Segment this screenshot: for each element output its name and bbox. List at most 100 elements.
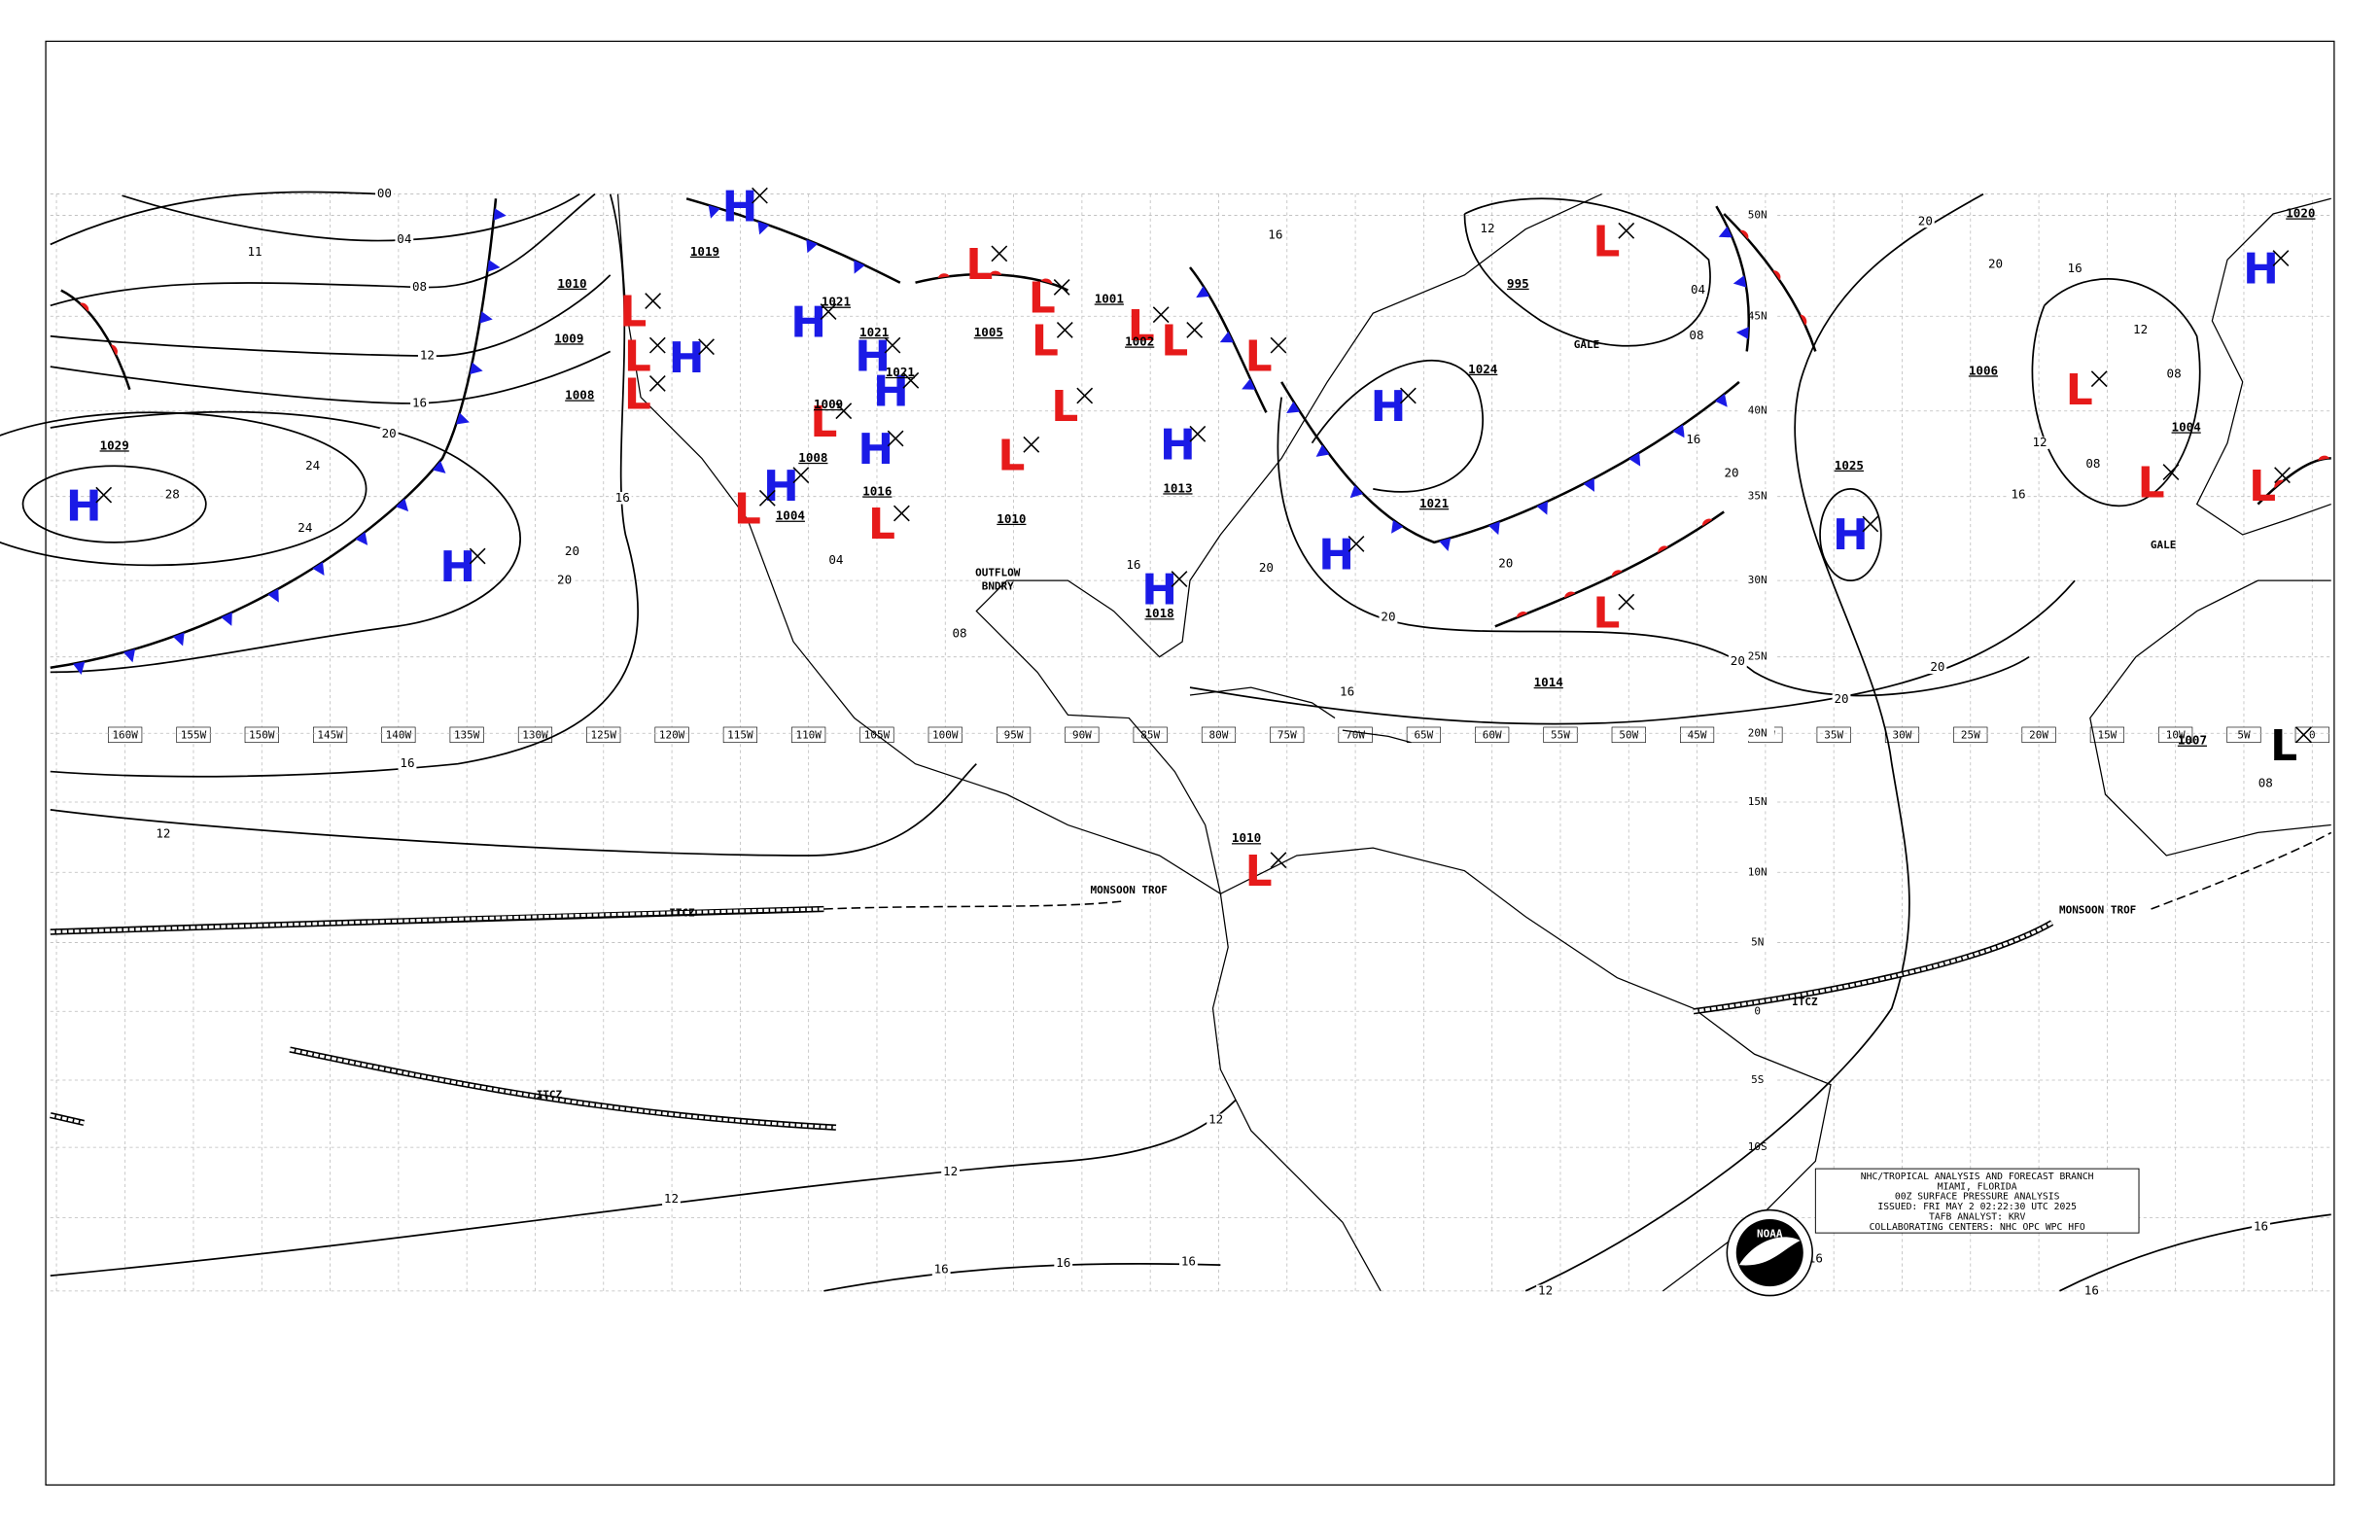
isobar-label: 12 xyxy=(2032,435,2047,449)
center-mark xyxy=(1399,387,1417,404)
pressure-center-letter: L xyxy=(619,288,647,337)
longitude-label: 35W xyxy=(1824,729,1843,742)
annotation: MONSOON TROF xyxy=(1091,884,1168,896)
cold-front-pip xyxy=(396,498,409,512)
isobar-label-gap xyxy=(1536,1284,1556,1298)
latitude-label: 40N xyxy=(1748,404,1768,417)
isobar-label-gap xyxy=(1338,685,1357,699)
isobar-label-gap xyxy=(1915,215,1935,228)
warm-front-pip xyxy=(1800,314,1807,326)
center-mark xyxy=(1270,336,1287,354)
cold-front-pip xyxy=(479,311,493,324)
pressure-center-letter: L xyxy=(1032,317,1059,367)
warm-front-pip xyxy=(110,344,118,356)
longitude-label: 120W xyxy=(659,729,685,742)
center-mark xyxy=(648,336,666,354)
cold-front xyxy=(50,198,498,669)
central-pressure: 1004 xyxy=(776,508,805,523)
isobar-label: 16 xyxy=(1056,1255,1070,1270)
latitude-label: 25N xyxy=(1748,650,1768,663)
warm-front-pip xyxy=(1772,270,1781,281)
isobar xyxy=(50,193,639,778)
lon-label-box xyxy=(1680,726,1715,744)
pressure-center-letter: H xyxy=(669,333,705,383)
cold-front-pip xyxy=(1732,275,1747,288)
itcz-inner xyxy=(289,1048,837,1130)
central-pressure: 1014 xyxy=(1534,675,1563,689)
longitude-label: 25W xyxy=(1961,729,1980,742)
isobar-label: 00 xyxy=(377,186,392,200)
isobar-label: 08 xyxy=(2085,456,2100,471)
info-line: TAFB ANALYST: KRV xyxy=(1929,1211,2026,1222)
lon-label-box xyxy=(722,726,757,744)
cold-front-pip xyxy=(432,460,446,473)
annotation: BNDRY xyxy=(982,579,1014,592)
central-pressure: 1029 xyxy=(100,438,129,452)
pressure-center-letter: H xyxy=(2243,245,2279,295)
isobar-label-gap xyxy=(1178,1255,1198,1269)
center-mark xyxy=(95,486,113,504)
lon-label-box xyxy=(2021,726,2056,744)
center-mark xyxy=(835,402,853,420)
itcz-inner xyxy=(50,1113,85,1125)
info-box-frame xyxy=(1814,1168,2140,1234)
coast-caribbean xyxy=(1189,686,1412,744)
isobar-label: 08 xyxy=(2167,366,2182,380)
warm-front xyxy=(1723,213,1817,352)
isobar-label-gap xyxy=(950,627,969,641)
isobar-label-gap xyxy=(1928,661,1947,674)
isobar-label-gap xyxy=(395,233,414,246)
pressure-center-letter: H xyxy=(722,182,758,231)
isobar-label: 16 xyxy=(1268,227,1282,241)
cold-front xyxy=(685,197,901,284)
isobar-label: 08 xyxy=(2258,776,2273,790)
lon-label-box xyxy=(1816,726,1851,744)
pressure-center-letter: L xyxy=(734,484,761,534)
isobar-label: 20 xyxy=(1930,659,1944,674)
coast-africa xyxy=(2089,579,2331,857)
annotation: OUTFLOW xyxy=(975,566,1021,578)
longitude-label: 70W xyxy=(1346,729,1365,742)
cold-front-pip xyxy=(708,204,720,219)
isobar-label-gap xyxy=(296,522,315,535)
longitude-label: 155W xyxy=(181,729,207,742)
isobar-label: 11 xyxy=(248,244,262,259)
pressure-center-letter: H xyxy=(1833,510,1869,560)
isobar-label: 24 xyxy=(305,458,320,472)
lat-label-box xyxy=(1740,794,1774,810)
longitude-label: 30W xyxy=(1893,729,1912,742)
center-mark xyxy=(1053,279,1070,296)
cold-front-pip xyxy=(470,362,483,375)
center-mark xyxy=(469,547,486,565)
longitude-label: 110W xyxy=(795,729,822,742)
isobar-label: 20 xyxy=(1731,653,1745,668)
center-mark xyxy=(752,187,768,204)
longitude-label: 60W xyxy=(1483,729,1502,742)
longitude-label: 115W xyxy=(727,729,753,742)
isobar-label-gap xyxy=(2009,488,2028,502)
pressure-center-letter: H xyxy=(439,542,475,592)
isobar-label: 04 xyxy=(828,552,843,567)
lon-label-box xyxy=(1406,726,1441,744)
isobar-label-gap xyxy=(1832,693,1851,706)
center-mark xyxy=(1618,222,1635,239)
isobar-label-gap xyxy=(662,1193,681,1206)
latitude-label: 5S xyxy=(1751,1073,1764,1086)
longitude-label: 55W xyxy=(1551,729,1570,742)
isobar xyxy=(21,465,207,543)
warm-front-pip xyxy=(1516,612,1528,618)
itcz-inner xyxy=(50,907,824,934)
isobar-label-gap xyxy=(563,544,581,558)
isobars xyxy=(0,191,2331,1292)
cold-front-pip xyxy=(1439,538,1452,552)
isobar-label: 12 xyxy=(1208,1111,1223,1126)
info-box: NHC/TROPICAL ANALYSIS AND FORECAST BRANC… xyxy=(1814,1168,2140,1234)
logo-text: NOAA xyxy=(1757,1228,1783,1241)
lon-label-box xyxy=(244,726,279,744)
isobar-label-gap xyxy=(303,459,323,472)
lon-label-box xyxy=(1953,726,1988,744)
central-pressure: 1006 xyxy=(1969,363,1998,377)
cold-front-pip xyxy=(1391,519,1404,534)
isobar-label-gap xyxy=(2083,458,2103,471)
